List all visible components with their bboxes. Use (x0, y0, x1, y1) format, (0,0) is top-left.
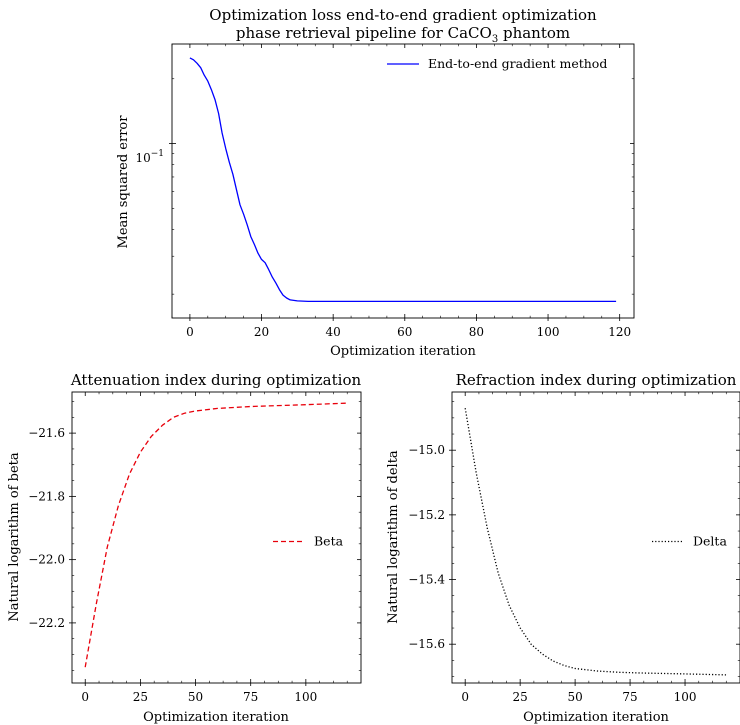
loss-chart-title-subscript: 3 (492, 34, 498, 45)
loss-chart-title-line2: phase retrieval pipeline for CaCO3 phant… (236, 24, 570, 45)
loss-xtick-label: 60 (397, 325, 412, 339)
delta-xtick-label: 100 (674, 690, 697, 704)
loss-legend-label: End-to-end gradient method (428, 56, 607, 71)
delta-chart-title: Refraction index during optimization (456, 371, 737, 389)
loss-chart-ytick-base: 10 (135, 151, 150, 165)
delta-plot-frame (451, 391, 740, 684)
loss-xtick-label: 0 (186, 325, 194, 339)
delta-xtick-label: 75 (622, 690, 637, 704)
loss-chart-title-pre: phase retrieval pipeline for CaCO (236, 24, 492, 42)
beta-plot-frame (71, 391, 362, 684)
delta-chart: Refraction index during optimization Opt… (386, 371, 740, 725)
beta-xtick-label: 100 (294, 690, 317, 704)
beta-ytick-label: −21.6 (28, 426, 65, 440)
delta-ytick-label: −15.2 (408, 508, 445, 522)
beta-series-line (84, 402, 348, 668)
loss-xtick-label: 20 (254, 325, 269, 339)
loss-chart-ytick-label: 10−1 (135, 149, 164, 165)
loss-series-line (189, 57, 617, 303)
delta-ytick-label: −15.0 (408, 443, 445, 457)
loss-xtick-label: 100 (537, 325, 560, 339)
beta-xtick-label: 0 (81, 690, 89, 704)
loss-plot-frame (171, 43, 635, 319)
loss-xtick-label: 120 (608, 325, 631, 339)
beta-chart-ylabel: Natural logarithm of beta (7, 452, 22, 621)
delta-xtick-label: 0 (461, 690, 469, 704)
delta-ytick-label: −15.4 (408, 573, 445, 587)
loss-xtick-label: 80 (469, 325, 484, 339)
beta-chart-title: Attenuation index during optimization (70, 371, 362, 389)
delta-chart-xlabel: Optimization iteration (523, 710, 669, 725)
loss-xtick-label: 40 (326, 325, 341, 339)
loss-chart-title-post: phantom (498, 24, 570, 42)
beta-chart-xlabel: Optimization iteration (143, 710, 289, 725)
delta-xtick-label: 25 (513, 690, 528, 704)
beta-chart: Attenuation index during optimization Op… (7, 371, 361, 725)
delta-xtick-label: 50 (567, 690, 582, 704)
delta-chart-ylabel: Natural logarithm of delta (386, 450, 401, 624)
delta-series-line (464, 408, 727, 676)
loss-chart-title-line1: Optimization loss end-to-end gradient op… (209, 6, 597, 24)
beta-legend-label: Beta (314, 534, 344, 549)
beta-xtick-label: 25 (133, 690, 148, 704)
loss-chart: Optimization loss end-to-end gradient op… (116, 6, 635, 359)
beta-ytick-label: −22.0 (28, 553, 65, 567)
loss-chart-ylabel: Mean squared error (116, 115, 131, 249)
beta-ytick-label: −21.8 (28, 489, 65, 503)
delta-legend-label: Delta (693, 534, 727, 549)
loss-chart-xlabel: Optimization iteration (330, 344, 476, 359)
beta-xtick-label: 75 (243, 690, 258, 704)
delta-ytick-label: −15.6 (408, 637, 445, 651)
beta-xtick-label: 50 (188, 690, 203, 704)
loss-chart-ytick-exponent: −1 (151, 149, 164, 159)
beta-ytick-label: −22.2 (28, 616, 65, 630)
